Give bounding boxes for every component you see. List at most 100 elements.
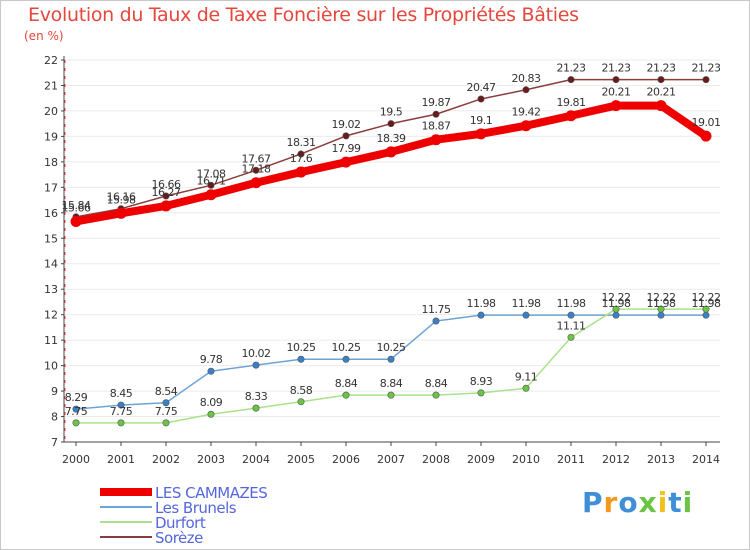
data-label-les-cammazes-2003: 16.71 [197, 175, 226, 188]
data-label-durfort-2004: 8.33 [245, 390, 268, 403]
data-point-durfort-2007 [387, 391, 395, 399]
x-tick-label-2000: 2000 [62, 453, 90, 466]
data-label-durfort-2014: 12.22 [692, 291, 721, 304]
data-point-les-cammazes-2004 [250, 177, 262, 189]
x-tick-label-2012: 2012 [602, 453, 630, 466]
data-point-sor-ze-2002 [162, 192, 170, 200]
data-point-les-brunels-2008 [432, 317, 440, 325]
data-point-durfort-2003 [207, 410, 215, 418]
x-tick-label-2004: 2004 [242, 453, 270, 466]
data-point-sor-ze-2012 [612, 76, 620, 84]
data-label-les-cammazes-2010: 19.42 [512, 106, 541, 119]
data-point-les-brunels-2006 [342, 355, 350, 363]
x-tick-label-2014: 2014 [692, 453, 720, 466]
data-point-durfort-2008 [432, 391, 440, 399]
x-tick-label-2005: 2005 [287, 453, 315, 466]
data-label-durfort-2011: 11.11 [557, 319, 586, 332]
data-point-les-cammazes-2006 [340, 156, 352, 168]
legend-label-sor-ze: Sorèze [155, 529, 203, 547]
proxiti-logo: Proxiti [582, 486, 693, 519]
data-point-les-cammazes-2003 [205, 189, 217, 201]
data-point-durfort-2014 [702, 305, 710, 313]
y-tick-label-17: 17 [44, 181, 58, 194]
x-tick-label-2009: 2009 [467, 453, 495, 466]
data-label-sor-ze-2012: 21.23 [602, 62, 631, 75]
y-tick-label-9: 9 [51, 385, 58, 398]
data-point-durfort-2001 [117, 419, 125, 427]
data-point-les-brunels-2007 [387, 355, 395, 363]
y-tick-label-16: 16 [44, 207, 58, 220]
legend-label-les-cammazes: LES CAMMAZES [155, 484, 267, 502]
data-label-les-cammazes-2002: 16.27 [152, 186, 181, 199]
data-label-sor-ze-2013: 21.23 [647, 62, 676, 75]
data-label-durfort-2010: 9.11 [515, 370, 538, 383]
data-label-sor-ze-2011: 21.23 [557, 62, 586, 75]
data-label-les-cammazes-2014: 19.01 [692, 116, 721, 129]
data-point-les-brunels-2010 [522, 311, 530, 319]
data-label-sor-ze-2001: 16.16 [107, 191, 136, 204]
series-layer [70, 76, 712, 427]
data-label-les-cammazes-2005: 17.6 [290, 152, 313, 165]
data-point-les-cammazes-2011 [565, 110, 577, 122]
data-label-sor-ze-2005: 18.31 [287, 136, 316, 149]
data-point-les-cammazes-2008 [430, 134, 442, 146]
data-label-les-cammazes-2007: 18.39 [377, 132, 406, 145]
y-tick-label-13: 13 [44, 283, 58, 296]
data-point-durfort-2002 [162, 419, 170, 427]
data-label-durfort-2000: 7.75 [65, 405, 88, 418]
x-tick-label-2002: 2002 [152, 453, 180, 466]
logo-letter: x [638, 486, 658, 519]
data-label-sor-ze-2008: 19.87 [422, 96, 451, 109]
data-point-les-cammazes-2000 [70, 215, 82, 227]
logo-letter: o [618, 486, 639, 519]
data-point-durfort-2010 [522, 384, 530, 392]
data-point-durfort-2006 [342, 391, 350, 399]
data-point-sor-ze-2008 [432, 110, 440, 118]
data-label-durfort-2013: 12.22 [647, 291, 676, 304]
data-point-les-cammazes-2002 [160, 200, 172, 212]
x-tick-label-2013: 2013 [647, 453, 675, 466]
data-label-les-brunels-2004: 10.02 [242, 347, 271, 360]
logo-letter: r [603, 486, 619, 519]
x-tick-label-2008: 2008 [422, 453, 450, 466]
data-label-les-brunels-2005: 10.25 [287, 341, 316, 354]
data-point-les-cammazes-2013 [655, 100, 667, 112]
data-point-sor-ze-2003 [207, 181, 215, 189]
data-label-les-brunels-2013: 11.98 [647, 297, 676, 310]
data-label-les-cammazes-2004: 17.18 [242, 163, 271, 176]
data-label-les-brunels-2008: 11.75 [422, 303, 451, 316]
y-tick-label-21: 21 [44, 79, 58, 92]
data-point-les-brunels-2004 [252, 361, 260, 369]
data-label-les-cammazes-2009: 19.1 [470, 114, 493, 127]
data-label-sor-ze-2009: 20.47 [467, 81, 496, 94]
data-label-durfort-2002: 7.75 [155, 405, 178, 418]
axis-layer: 7 8 9 10 11 12 13 14 15 16 17 18 19 20 21 22 2000 2001 200… [44, 54, 720, 466]
data-label-durfort-2005: 8.58 [290, 384, 313, 397]
data-point-les-brunels-2001 [117, 401, 125, 409]
data-label-les-brunels-2000: 8.29 [65, 391, 88, 404]
data-point-les-cammazes-2014 [700, 130, 712, 142]
data-point-les-cammazes-2010 [520, 120, 532, 132]
data-label-sor-ze-2004: 17.67 [242, 152, 271, 165]
data-label-sor-ze-2014: 21.23 [692, 62, 721, 75]
data-point-durfort-2012 [612, 305, 620, 313]
y-tick-label-11: 11 [44, 334, 58, 347]
y-tick-label-20: 20 [44, 105, 58, 118]
data-point-sor-ze-2004 [252, 166, 260, 174]
data-point-les-brunels-2005 [297, 355, 305, 363]
data-point-durfort-2005 [297, 398, 305, 406]
data-label-les-brunels-2009: 11.98 [467, 297, 496, 310]
data-point-sor-ze-2014 [702, 76, 710, 84]
data-label-les-cammazes-2011: 19.81 [557, 96, 586, 109]
data-point-les-cammazes-2012 [610, 100, 622, 112]
y-tick-label-22: 22 [44, 54, 58, 67]
x-tick-label-2010: 2010 [512, 453, 540, 466]
data-label-les-cammazes-2006: 17.99 [332, 142, 361, 155]
x-tick-label-2007: 2007 [377, 453, 405, 466]
data-label-les-brunels-2012: 11.98 [602, 297, 631, 310]
data-label-les-brunels-2002: 8.54 [155, 385, 178, 398]
data-label-les-brunels-2011: 11.98 [557, 297, 586, 310]
y-axis-unit-label: (en %) [24, 29, 64, 43]
data-point-durfort-2011 [567, 333, 575, 341]
data-label-durfort-2003: 8.09 [200, 396, 223, 409]
